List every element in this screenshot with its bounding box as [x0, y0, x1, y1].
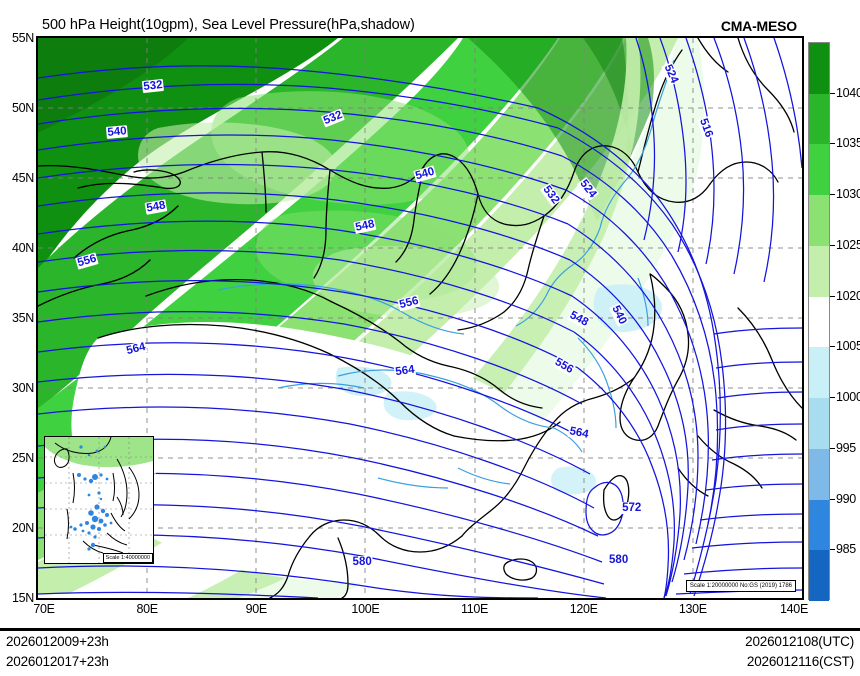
longitude-tick-label: 80E — [136, 602, 158, 616]
latitude-tick-label: 40N — [11, 241, 34, 255]
latitude-tick-label: 30N — [11, 381, 34, 395]
colorbar-tick-label: 995 — [836, 440, 856, 455]
contour-label: 572 — [621, 502, 643, 515]
colorbar-tick — [830, 244, 835, 246]
latitude-tick-label: 25N — [11, 451, 34, 465]
longitude-tick-label: 120E — [569, 602, 598, 616]
latitude-tick-label: 20N — [11, 521, 34, 535]
contour-label: 532 — [141, 78, 164, 93]
colorbar-segment — [809, 144, 829, 196]
latitude-tick-label: 15N — [11, 591, 34, 605]
colorbar-tick-label: 1035 — [836, 136, 860, 151]
colorbar-tick-label: 990 — [836, 491, 856, 506]
colorbar-tick — [830, 447, 835, 449]
colorbar-tick — [830, 194, 835, 196]
contour-label: 580 — [608, 554, 630, 567]
map-scale-stamp: Scale 1:20000000 No:GS (2019) 1786 — [685, 580, 796, 592]
latitude-tick-label: 50N — [11, 101, 34, 115]
colorbar-tick-label: 1000 — [836, 390, 860, 405]
colorbar-segment — [809, 398, 829, 449]
colorbar-segment — [809, 448, 829, 500]
footer-divider — [0, 628, 860, 631]
colorbar-tick — [830, 295, 835, 297]
colorbar: 985 990 995 1000 1005 1020 1025 1030 1035 1040 — [808, 42, 860, 601]
longitude-tick-label: 110E — [461, 602, 489, 616]
footer-valid-time-utc: 2026012108(UTC) — [745, 634, 854, 649]
colorbar-segment — [809, 296, 829, 348]
colorbar-tick-label: 985 — [836, 542, 856, 557]
latitude-tick-label: 55N — [11, 31, 34, 45]
colorbar-tick — [830, 346, 835, 348]
longitude-tick-label: 130E — [678, 602, 707, 616]
latitude-tick-label: 45N — [11, 171, 34, 185]
footer-init-time-local: 2026012017+23h — [6, 654, 109, 669]
longitude-tick-label: 90E — [245, 602, 268, 616]
colorbar-segment — [809, 245, 829, 297]
latitude-tick-label: 35N — [11, 311, 34, 325]
colorbar-tick — [830, 143, 835, 145]
longitude-tick-label: 70E — [33, 602, 55, 616]
page-title: 500 hPa Height(10gpm), Sea Level Pressur… — [42, 17, 415, 33]
colorbar-tick — [830, 92, 835, 94]
south-china-sea-inset: Scale 1:40000000 — [44, 436, 154, 564]
longitude-tick-label: 100E — [351, 602, 380, 616]
map-frame[interactable]: 5325405485565645725805325405485565645245… — [36, 36, 804, 600]
inset-scale-stamp: Scale 1:40000000 — [102, 553, 153, 563]
colorbar-tick-label: 1020 — [836, 288, 860, 303]
colorbar-tick-label: 1040 — [836, 85, 860, 100]
longitude-tick-label: 140E — [780, 602, 808, 616]
colorbar-segment — [809, 550, 829, 601]
contour-label: 580 — [351, 555, 373, 568]
colorbar-tick — [830, 397, 835, 399]
colorbar-segment — [809, 93, 829, 145]
contour-label: 540 — [105, 124, 128, 139]
colorbar-segment — [809, 499, 829, 551]
colorbar-tick-label: 1030 — [836, 187, 860, 202]
map-svg — [38, 38, 802, 598]
colorbar-tick — [830, 498, 835, 500]
colorbar-tick-label: 1005 — [836, 339, 860, 354]
footer-valid-time-cst: 2026012116(CST) — [746, 654, 854, 669]
longitude-axis: 70E 80E 90E 100E 110E 120E 130E 140E — [33, 602, 808, 624]
colorbar-segment — [809, 195, 829, 246]
footer-init-time: 2026012009+23h — [6, 634, 109, 649]
colorbar-gradient — [808, 42, 830, 601]
colorbar-tick-label: 1025 — [836, 237, 860, 252]
model-label: CMA-MESO — [720, 18, 797, 34]
latitude-axis: 55N 50N 45N 40N 35N 30N 25N 20N 15N — [0, 31, 34, 605]
colorbar-segment — [809, 43, 829, 94]
colorbar-segment — [809, 347, 829, 399]
colorbar-tick — [830, 549, 835, 551]
map-canvas[interactable]: 5325405485565645725805325405485565645245… — [38, 38, 802, 598]
